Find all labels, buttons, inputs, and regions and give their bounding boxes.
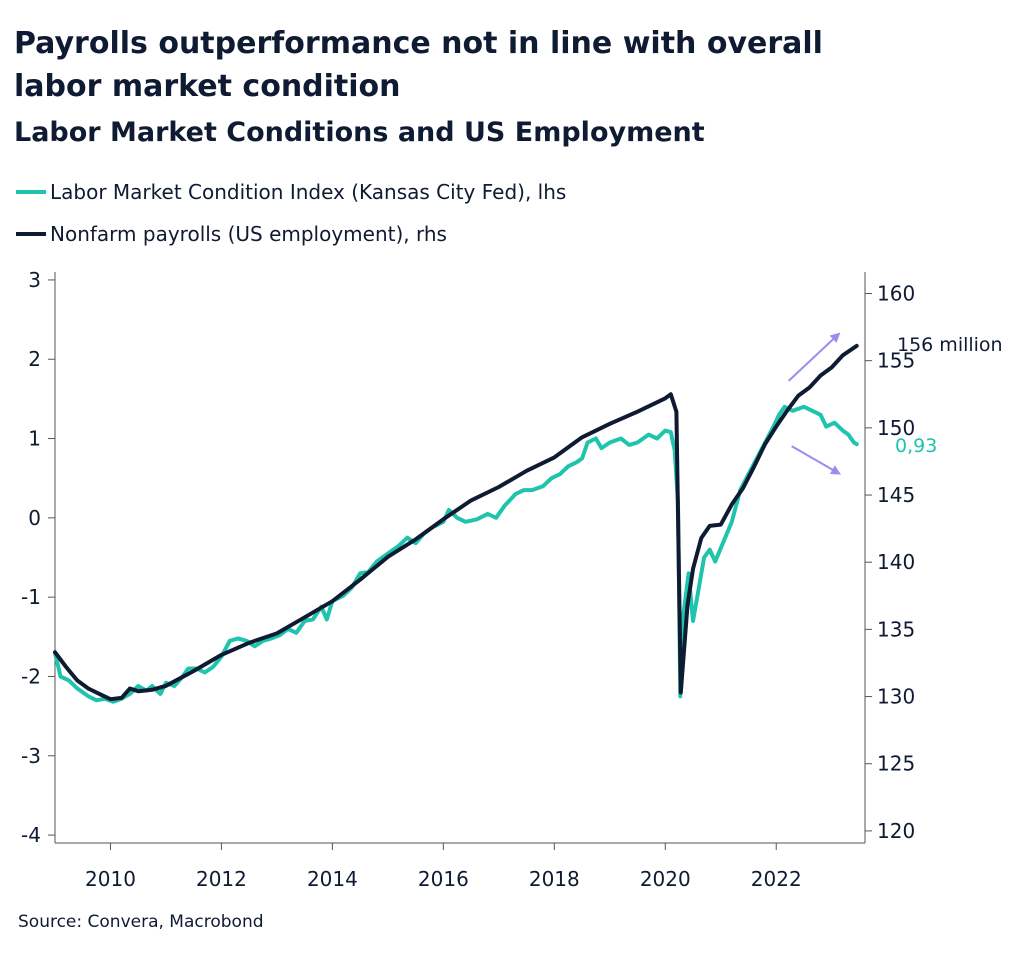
left-tick-label: 2 <box>28 347 41 371</box>
series-line-payrolls <box>53 343 859 702</box>
x-tick-label: 2014 <box>307 867 358 891</box>
left-tick-label: 1 <box>28 427 41 451</box>
legend-label-lmci: Labor Market Condition Index (Kansas Cit… <box>50 180 567 204</box>
payrolls-end-label: 156 million <box>897 334 1003 356</box>
legend-item-lmci: Labor Market Condition Index (Kansas Cit… <box>16 178 566 206</box>
right-tick-label: 150 <box>877 416 915 440</box>
x-tick-label: 2022 <box>751 867 802 891</box>
left-tick-label: 0 <box>28 506 41 530</box>
right-tick-label: 160 <box>877 281 915 305</box>
x-tick-label: 2018 <box>529 867 580 891</box>
axes: 3 2 1 0 -1 -2 -3 -4 160 155 150 145 140 135 130 125 120 2… <box>21 268 915 891</box>
right-tick-label: 125 <box>877 752 915 776</box>
up-arrow <box>787 332 841 382</box>
down-arrow <box>791 445 842 475</box>
legend: Labor Market Condition Index (Kansas Cit… <box>16 178 566 262</box>
left-tick-label: 3 <box>28 268 41 292</box>
right-tick-label: 130 <box>877 685 915 709</box>
x-tick-label: 2020 <box>640 867 691 891</box>
legend-swatch-payrolls <box>16 232 46 236</box>
legend-swatch-lmci <box>16 190 46 194</box>
left-tick-label: -3 <box>21 744 41 768</box>
right-tick-label: 140 <box>877 550 915 574</box>
lmci-end-label: 0,93 <box>895 435 937 457</box>
annotations: 156 million 0,93 <box>787 332 1003 475</box>
x-tick-label: 2012 <box>196 867 247 891</box>
source-note: Source: Convera, Macrobond <box>18 912 264 932</box>
legend-label-payrolls: Nonfarm payrolls (US employment), rhs <box>50 222 447 246</box>
right-tick-label: 135 <box>877 617 915 641</box>
series-lines <box>53 343 859 704</box>
left-tick-label: -1 <box>21 585 41 609</box>
x-tick-label: 2016 <box>418 867 469 891</box>
left-tick-label: -4 <box>21 823 41 847</box>
chart-subtitle: Labor Market Conditions and US Employmen… <box>14 117 705 148</box>
right-tick-label: 155 <box>877 349 915 373</box>
right-tick-label: 120 <box>877 819 915 843</box>
chart-title: Payrolls outperformance not in line with… <box>14 26 823 104</box>
x-tick-label: 2010 <box>85 867 136 891</box>
series-line-lmci <box>53 404 859 704</box>
legend-item-payrolls: Nonfarm payrolls (US employment), rhs <box>16 220 566 248</box>
left-tick-label: -2 <box>21 664 41 688</box>
right-tick-label: 145 <box>877 483 915 507</box>
